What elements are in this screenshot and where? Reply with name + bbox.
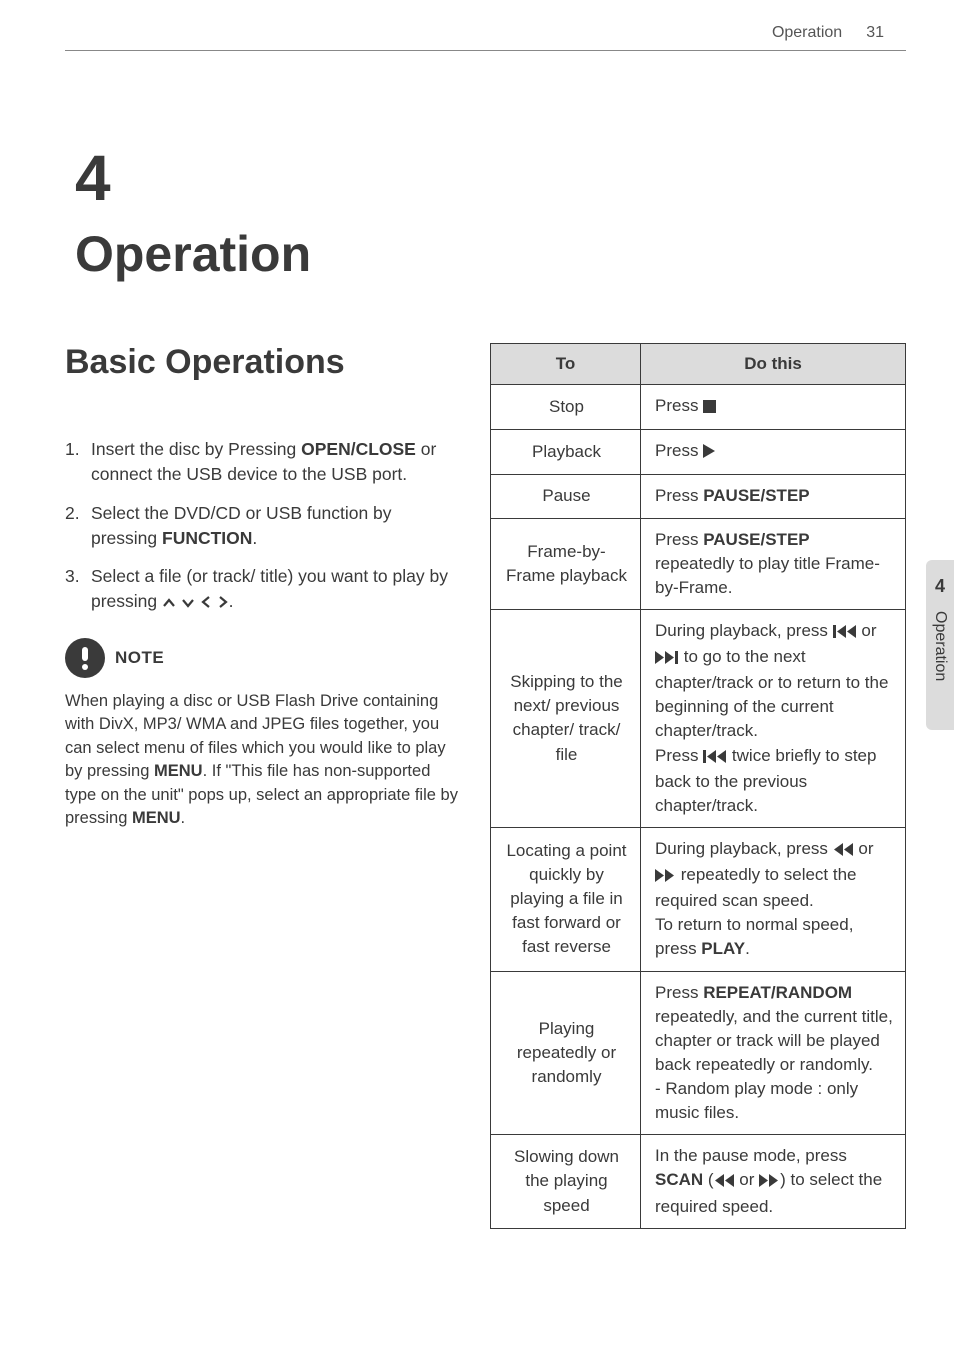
steps-list: Insert the disc by Pressing OPEN/CLOSE o… xyxy=(65,437,460,616)
side-tab: 4 Operation xyxy=(926,560,954,730)
th-to: To xyxy=(491,344,641,385)
th-do: Do this xyxy=(641,344,906,385)
table-row: Playback Press xyxy=(491,430,906,475)
skip-back-icon xyxy=(833,621,857,645)
step-3: Select a file (or track/ title) you want… xyxy=(65,564,460,616)
chapter-title: Operation xyxy=(75,225,906,283)
note-icon xyxy=(65,638,105,678)
table-row: Slowing down the playing speed In the pa… xyxy=(491,1135,906,1228)
table-row: Frame-by-Frame playback Press PAUSE/STEP… xyxy=(491,518,906,609)
play-icon xyxy=(703,441,716,465)
note-label: NOTE xyxy=(115,648,164,668)
header-section: Operation xyxy=(772,24,842,42)
scan-back-icon xyxy=(714,1170,735,1194)
stop-icon xyxy=(703,396,716,420)
side-tab-number: 4 xyxy=(935,576,945,597)
scan-fwd-icon xyxy=(759,1170,780,1194)
page-number: 31 xyxy=(866,24,884,42)
table-row: Playing repeatedly or randomly Press REP… xyxy=(491,971,906,1135)
nav-left-icon xyxy=(200,591,212,616)
side-tab-label: Operation xyxy=(931,611,949,681)
scan-back-icon xyxy=(833,839,854,863)
note-text: When playing a disc or USB Flash Drive c… xyxy=(65,690,460,831)
scan-fwd-icon xyxy=(655,865,676,889)
table-row: Stop Press xyxy=(491,385,906,430)
section-title: Basic Operations xyxy=(65,343,460,382)
operations-table: To Do this Stop Press Playback Press Pau… xyxy=(490,343,906,1229)
skip-fwd-icon xyxy=(655,647,679,671)
skip-back-icon xyxy=(703,746,727,770)
left-column: Basic Operations Insert the disc by Pres… xyxy=(65,343,460,1229)
step-2: Select the DVD/CD or USB function by pre… xyxy=(65,501,460,551)
step-1: Insert the disc by Pressing OPEN/CLOSE o… xyxy=(65,437,460,487)
nav-up-icon xyxy=(162,591,176,616)
table-row: Locating a point quickly by playing a fi… xyxy=(491,827,906,971)
right-column: To Do this Stop Press Playback Press Pau… xyxy=(490,343,906,1229)
chapter-number: 4 xyxy=(75,141,906,215)
nav-right-icon xyxy=(217,591,229,616)
table-row: Pause Press PAUSE/STEP xyxy=(491,475,906,518)
page-header: Operation 31 xyxy=(65,24,906,51)
note-badge: NOTE xyxy=(65,638,460,678)
table-row: Skipping to the next/ previous chapter/ … xyxy=(491,609,906,827)
nav-down-icon xyxy=(181,591,195,616)
